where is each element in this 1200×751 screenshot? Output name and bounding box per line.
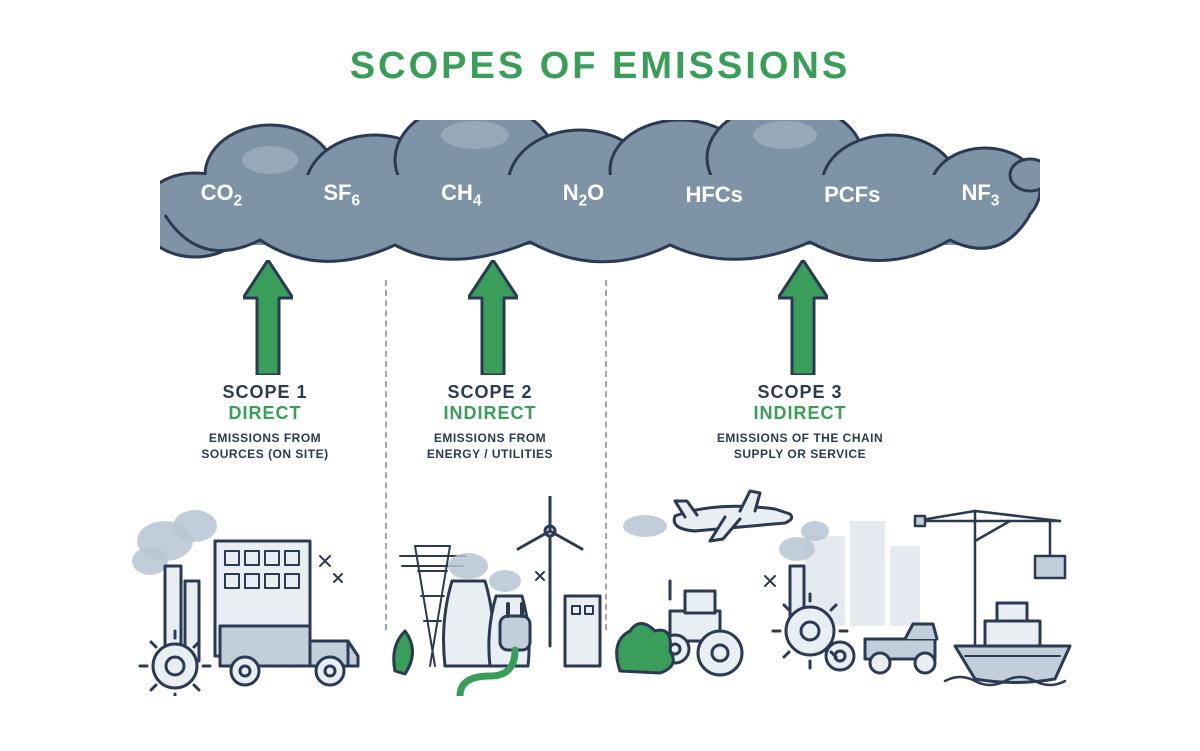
gas-label: NF3 — [961, 180, 999, 210]
gas-label: CH4 — [441, 180, 481, 210]
scope-name: SCOPE 3 — [680, 382, 920, 403]
up-arrow-icon — [243, 260, 293, 375]
scope-type: INDIRECT — [680, 403, 920, 424]
gas-label: CO2 — [201, 180, 243, 210]
up-arrow-icon — [778, 260, 828, 375]
scope2-illustration — [390, 496, 605, 696]
scope-desc: EMISSIONS FROMSOURCES (ON SITE) — [145, 430, 385, 462]
gas-label: PCFs — [824, 182, 880, 208]
scope-type: INDIRECT — [370, 403, 610, 424]
scope3-illustration — [615, 481, 1075, 696]
gas-label: N2O — [563, 180, 605, 210]
scope-label-block: SCOPE 1DIRECT EMISSIONS FROMSOURCES (ON S… — [145, 382, 385, 462]
scope-name: SCOPE 1 — [145, 382, 385, 403]
scope-name: SCOPE 2 — [370, 382, 610, 403]
scope-label-block: SCOPE 2INDIRECT EMISSIONS FROMENERGY / UT… — [370, 382, 610, 462]
scope-desc: EMISSIONS FROMENERGY / UTILITIES — [370, 430, 610, 462]
infographic-scopes-of-emissions: SCOPES OF EMISSIONS — [0, 0, 1200, 751]
scope-type: DIRECT — [145, 403, 385, 424]
gas-row: CO2 SF6 CH4 N2O HFCs PCFs NF3 — [160, 180, 1040, 210]
scope-desc: EMISSIONS OF THE CHAINSUPPLY OR SERVICE — [680, 430, 920, 462]
page-title: SCOPES OF EMISSIONS — [0, 45, 1200, 88]
scope1-illustration — [120, 506, 370, 696]
gas-label: HFCs — [685, 182, 742, 208]
up-arrow-icon — [468, 260, 518, 375]
title-text: SCOPES OF EMISSIONS — [350, 45, 850, 87]
scope-label-block: SCOPE 3INDIRECT EMISSIONS OF THE CHAINSUP… — [680, 382, 920, 462]
gas-label: SF6 — [323, 180, 360, 210]
